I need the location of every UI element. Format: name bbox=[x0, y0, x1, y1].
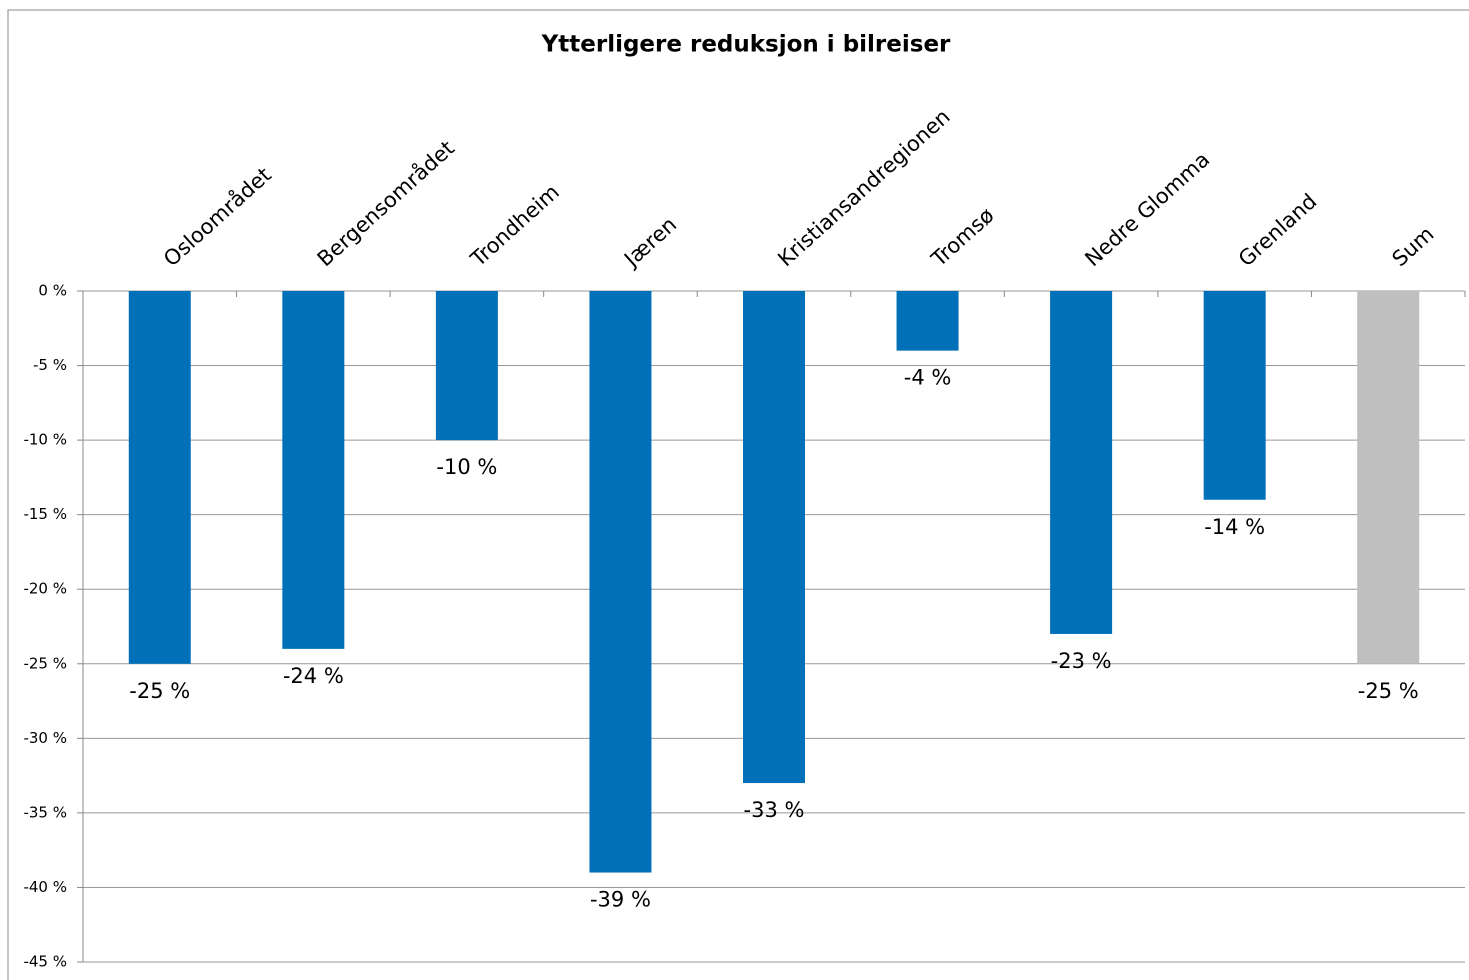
bar bbox=[743, 291, 805, 784]
y-tick-label: -45 % bbox=[23, 953, 67, 971]
y-tick-label: -40 % bbox=[23, 878, 67, 896]
bar bbox=[1203, 291, 1266, 500]
bar bbox=[1050, 291, 1113, 634]
data-label: -4 % bbox=[904, 366, 952, 390]
y-tick-label: 0 % bbox=[38, 282, 67, 300]
y-tick-label: -20 % bbox=[23, 580, 67, 598]
bar bbox=[282, 291, 345, 649]
bar bbox=[128, 291, 191, 664]
bar bbox=[589, 291, 652, 873]
y-tick-label: -25 % bbox=[23, 654, 67, 672]
bar bbox=[1357, 291, 1420, 664]
bar bbox=[896, 291, 959, 351]
data-label: -25 % bbox=[129, 679, 190, 703]
data-label: -10 % bbox=[436, 455, 497, 479]
data-label: -23 % bbox=[1051, 649, 1112, 673]
data-label: -33 % bbox=[744, 798, 805, 822]
y-tick-label: -10 % bbox=[23, 431, 67, 449]
y-tick-label: -15 % bbox=[23, 505, 67, 523]
data-label: -14 % bbox=[1204, 515, 1265, 539]
y-tick-label: -35 % bbox=[23, 803, 67, 821]
y-tick-label: -30 % bbox=[23, 729, 67, 747]
data-label: -24 % bbox=[283, 664, 344, 688]
bar bbox=[435, 291, 498, 441]
y-tick-label: -5 % bbox=[33, 356, 67, 374]
data-label: -25 % bbox=[1358, 679, 1419, 703]
data-label: -39 % bbox=[590, 888, 651, 912]
chart-title: Ytterligere reduksjon i bilreiser bbox=[541, 32, 951, 58]
